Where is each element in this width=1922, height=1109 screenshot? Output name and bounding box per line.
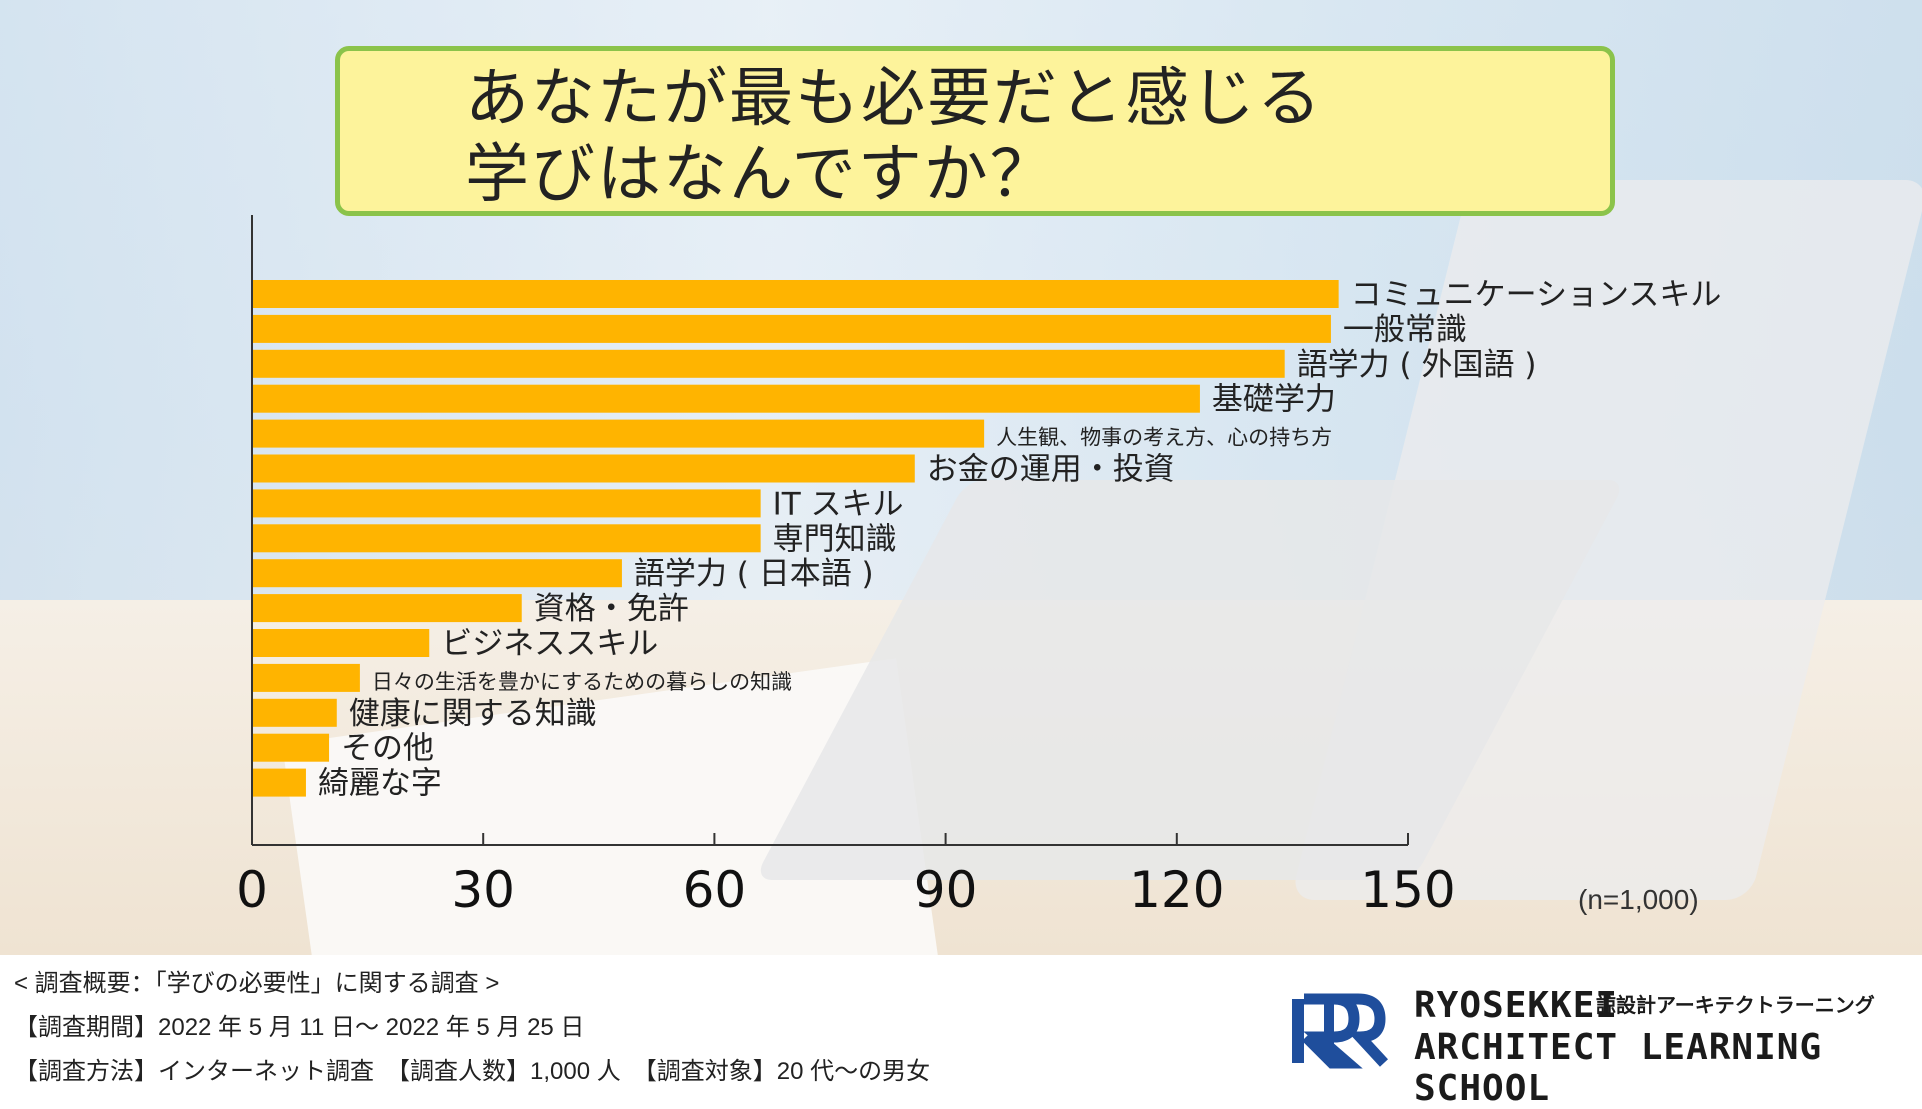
chart-title: あなたが最も必要だと感じる 学びはなんですか？ [465,61,1323,213]
category-label-12: 日々の生活を豊かにするための暮らしの知識 [372,670,792,694]
category-label-9: 語学力 ( 日本語 ) [634,556,874,592]
x-tick-label-150: 150 [1360,861,1455,919]
chart-title-line-2: 学びはなんですか？ [465,138,1056,212]
category-label-13: 健康に関する知識 [349,696,597,732]
survey-summary: < 調査概要：「学びの必要性」に関する調査 > [14,970,500,997]
category-label-1: コミュニケーションスキル [1351,277,1722,313]
bar-3 [252,349,1285,378]
x-tick-label-0: 0 [236,861,268,919]
bar-14 [252,733,330,762]
company-logo: RYOSEKKEI 諒設計アーキテクトラーニング ARCHITECT LEARN… [1288,985,1888,1109]
bar-15 [252,768,306,797]
chart-title-line-1: あなたが最も必要だと感じる [465,62,1323,136]
x-tick-label-120: 120 [1129,861,1224,919]
bar-10 [252,594,522,623]
category-label-7: IT スキル [773,486,904,522]
bar-5 [252,419,985,448]
category-label-3: 語学力 ( 外国語 ) [1297,347,1537,383]
category-label-6: お金の運用・投資 [927,452,1175,488]
category-label-4: 基礎学力 [1212,382,1336,418]
footer: < 調査概要：「学びの必要性」に関する調査 > 【調査期間】2022 年 5 月… [0,955,1922,1085]
title-box: あなたが最も必要だと感じる 学びはなんですか？ [335,46,1615,216]
category-label-10: 資格・免許 [534,591,689,627]
bar-4 [252,384,1200,413]
x-tick-label-30: 30 [451,861,515,919]
bar-6 [252,454,915,483]
bar-2 [252,314,1331,343]
logo-mark-icon [1292,993,1388,1069]
bar-9 [252,559,622,588]
x-tick-label-60: 60 [683,861,747,919]
survey-period: 【調査期間】2022 年 5 月 11 日～ 2022 年 5 月 25 日 [14,1014,585,1041]
bar-11 [252,629,430,657]
logo-text-ryosekkei: RYOSEKKEI [1414,985,1619,1026]
category-label-8: 専門知識 [773,521,897,557]
survey-method: 【調査方法】インターネット調査 【調査人数】1,000 人 【調査対象】20 代… [14,1058,931,1085]
category-label-2: 一般常識 [1343,312,1467,348]
logo-text-school: ARCHITECT LEARNING SCHOOL [1414,1027,1823,1109]
category-label-14: その他 [341,731,434,767]
bar-12 [252,663,360,692]
category-label-11: ビジネススキル [441,626,658,662]
sample-size-note: (n=1,000) [1578,884,1699,915]
category-label-15: 綺麗な字 [318,766,442,802]
category-label-5: 人生観、物事の考え方、心の持ち方 [996,426,1332,450]
x-axis: 0 30 60 90 120 150 [236,215,1456,919]
bar-7 [252,489,761,518]
bar-13 [252,698,337,727]
bar-1 [252,280,1339,308]
bar-group [252,280,1339,797]
logo-text-japanese: 諒設計アーキテクトラーニング [1596,993,1875,1017]
bar-8 [252,524,761,553]
x-tick-label-90: 90 [914,861,978,919]
